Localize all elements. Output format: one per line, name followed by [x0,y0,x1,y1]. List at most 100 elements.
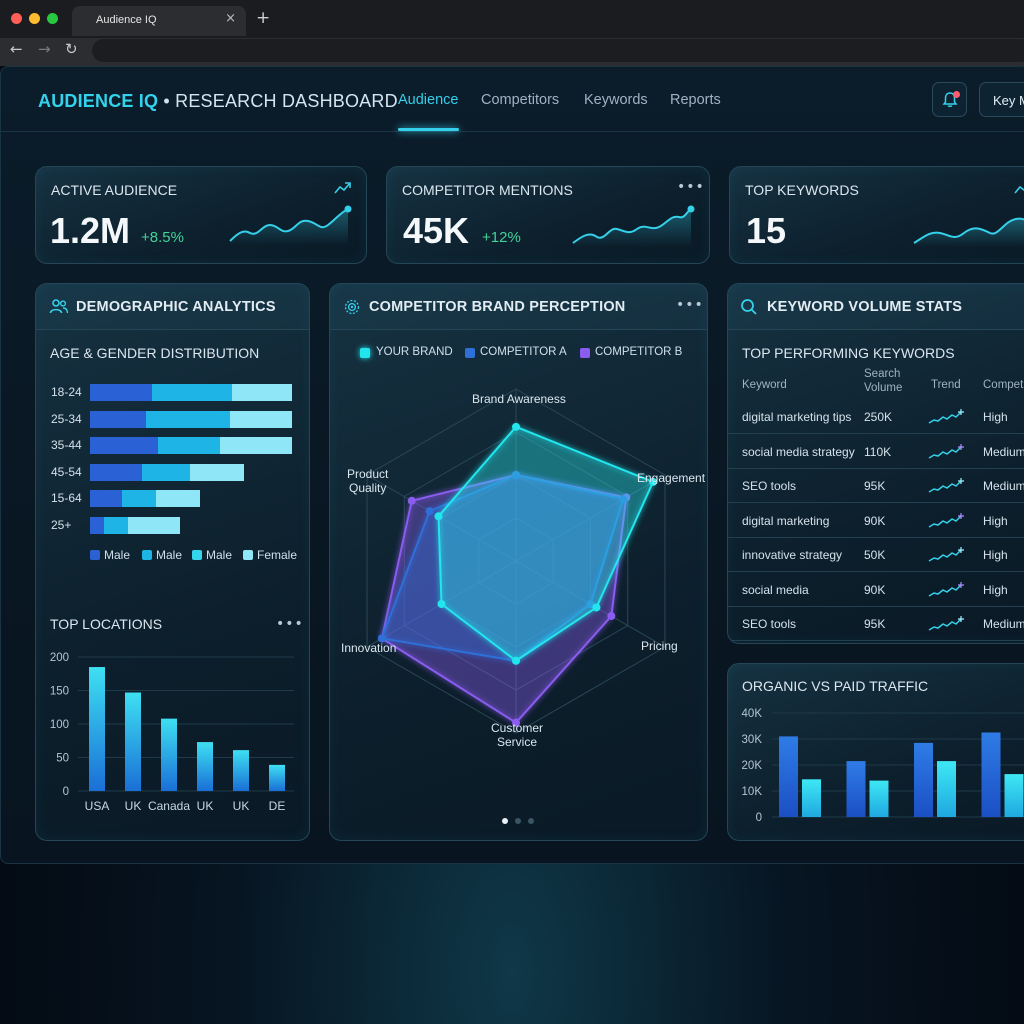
table-row[interactable]: social media 90K High [728,573,1024,607]
volume-cell: 250K [864,410,893,424]
keyword-cell: innovative strategy [742,548,843,562]
column-header-competition[interactable]: Competi [983,379,1024,391]
carousel-dot[interactable] [528,818,534,824]
column-header-search-volume-1[interactable]: Search [864,368,901,380]
sparkline [913,217,1024,247]
age-bar-segment [152,384,232,401]
age-group-label: 18-24 [51,385,82,399]
nav-competitors[interactable]: Competitors [481,92,560,108]
trend-line [928,445,962,459]
competition-cell: Medium [983,479,1024,493]
age-group-label: 25+ [51,517,72,532]
column-header-keyword[interactable]: Keyword [742,379,787,391]
carousel-dot-active[interactable] [502,818,508,824]
radar-label-innovation: Innovation [341,641,397,655]
stat-change: +8.5% [141,229,184,246]
brand-subtitle: RESEARCH DASHBOARD [175,91,398,111]
radar-point [407,496,416,505]
y-tick-label: 150 [50,686,69,698]
table-row[interactable]: digital marketing 90K High [728,504,1024,538]
sparkle-icon [958,443,964,450]
minimize-window-button[interactable] [29,13,40,24]
stat-value: 45K [403,210,470,251]
table-row[interactable]: SEO tools 95K Medium [728,469,1024,503]
column-header-trend[interactable]: Trend [931,379,961,391]
nav-audience[interactable]: Audience [398,92,459,108]
more-icon[interactable]: ••• [677,179,705,195]
age-bar-segment [90,490,122,507]
trend-line [928,583,962,597]
y-tick-label: 20K [742,760,763,772]
location-bar [125,692,141,791]
active-nav-indicator [398,128,459,131]
location-bar [233,750,249,791]
arrow-left-icon[interactable]: ← [10,40,23,58]
competition-cell: High [983,548,1008,562]
stat-value: 1.2M [50,210,131,251]
keyword-cell: SEO tools [742,479,797,493]
y-tick-label: 200 [50,652,69,664]
y-tick-label: 0 [756,812,762,824]
maximize-window-button[interactable] [47,13,58,24]
table-row[interactable]: social media strategy 110K Medium [728,435,1024,469]
more-icon[interactable]: • [1022,676,1024,692]
more-icon[interactable]: ••• [276,616,304,632]
age-bar-segment [104,516,128,534]
stat-change: +12% [482,229,521,246]
keyword-cell: digital marketing [742,513,830,528]
sparkle-icon [958,478,964,484]
table-row[interactable]: innovative strategy 50K High [728,538,1024,572]
table-row[interactable]: SEO tools 95K Medium [728,607,1024,641]
location-bar [89,667,105,791]
stat-card-active-audience[interactable]: ACTIVE AUDIENCE 1.2M +8.5% [35,166,367,264]
close-tab-icon[interactable]: × [225,11,236,26]
address-bar[interactable] [92,39,1024,62]
arrow-right-icon[interactable]: → [38,40,51,58]
stat-card-top-keywords[interactable]: TOP KEYWORDS 15 [729,166,1024,264]
radar-point [592,603,601,612]
keyword-cell: SEO tools [742,617,797,631]
table-row[interactable]: digital marketing tips 250K High [728,400,1024,434]
competition-cell: High [983,582,1008,597]
browser-tab-bar: Audience IQ × + [0,0,1024,38]
sparkline [572,205,695,247]
legend-competitor-a: COMPETITOR A [480,346,567,358]
paid-bar [937,761,956,817]
y-tick-label: 30K [742,734,763,746]
sparkline [229,205,352,245]
paid-bar [802,779,821,817]
target-icon [344,299,360,315]
volume-cell: 110K [864,444,892,459]
brand-separator: • [163,91,170,111]
age-bar-segment [220,437,292,454]
age-bar-segment [90,384,152,401]
radar-point [607,612,616,621]
more-icon[interactable]: • [1022,297,1024,313]
reload-icon[interactable]: ↻ [65,40,78,58]
nav-keywords[interactable]: Keywords [584,92,648,108]
nav-reports[interactable]: Reports [670,92,721,108]
notifications-button[interactable] [932,82,967,117]
app-header [0,66,1024,132]
legend-competitor-b: COMPETITOR B [595,346,683,358]
new-tab-icon[interactable]: + [256,8,271,28]
stat-card-competitor-mentions[interactable]: COMPETITOR MENTIONS 45K +12% ••• [386,166,710,264]
trend-up-icon [334,182,351,194]
more-icon[interactable]: ••• [676,297,704,313]
radar-label-product-quality-2: Quality [349,481,387,495]
paid-bar [869,780,889,817]
location-bar [269,764,285,791]
browser-tab[interactable]: Audience IQ × [72,6,246,36]
legend-swatch [90,550,100,560]
age-bar-segment [90,516,104,534]
x-tick-label: USA [85,799,110,813]
stat-title: COMPETITOR MENTIONS [402,182,573,198]
notification-dot [953,91,960,98]
legend-label: Male [104,548,131,562]
radar-label-brand-awareness: Brand Awareness [472,392,566,406]
trend-sparkline [928,409,964,424]
column-header-search-volume-2[interactable]: Volume [864,382,903,394]
carousel-dot[interactable] [515,818,521,824]
key-metrics-button[interactable]: Key M [979,82,1024,117]
close-window-button[interactable] [11,13,22,24]
